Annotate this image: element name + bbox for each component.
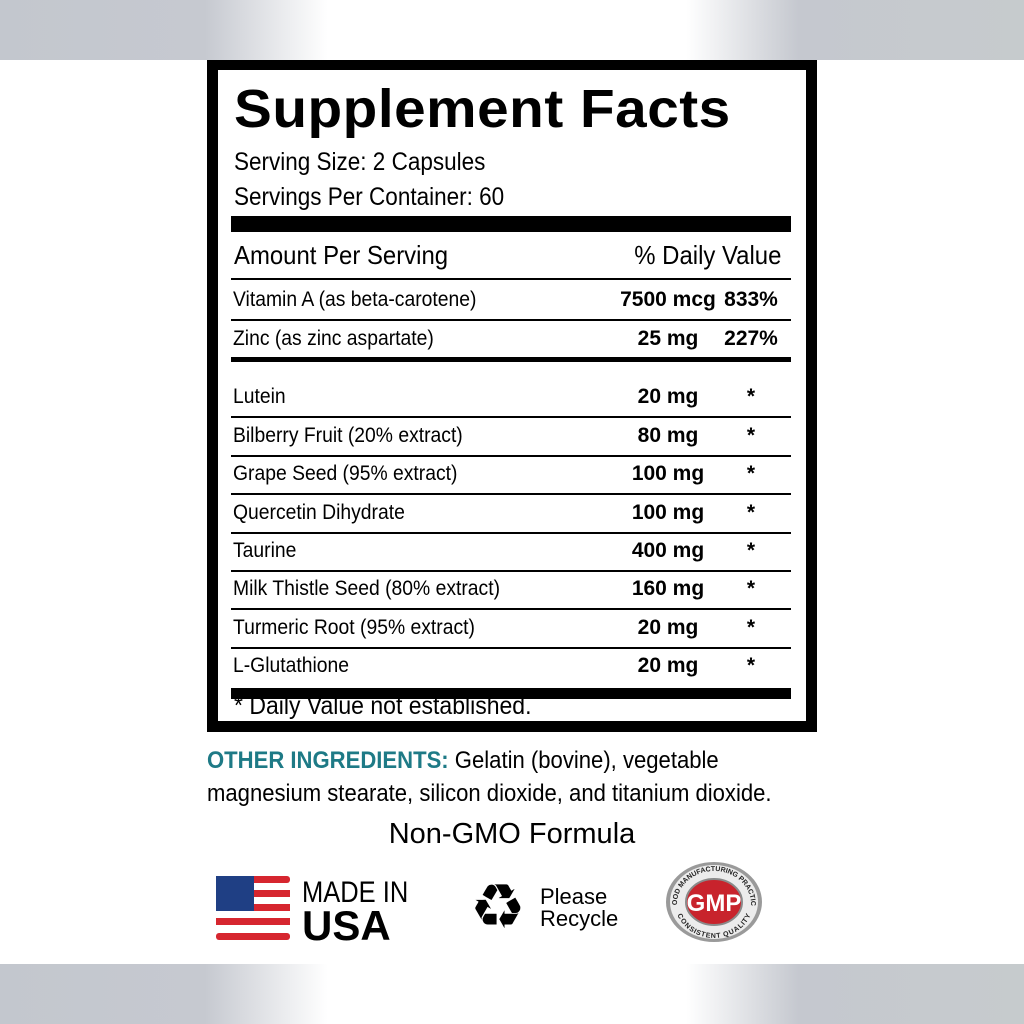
nutrient-name: Quercetin Dihydrate	[233, 501, 405, 524]
divider-thick	[231, 216, 791, 232]
nutrient-dv: *	[746, 577, 756, 600]
other-ingredients: OTHER INGREDIENTS: Gelatin (bovine), veg…	[207, 744, 777, 810]
made-in-text: MADE IN	[302, 876, 409, 909]
supplement-facts-panel: Supplement Facts Serving Size: 2 Capsule…	[207, 60, 817, 732]
nutrient-name: Lutein	[233, 385, 286, 408]
row-divider	[231, 455, 791, 457]
nutrient-row: Quercetin Dihydrate 100 mg *	[233, 494, 791, 532]
nutrient-dv: 833%	[724, 288, 778, 311]
footnote: * Daily Value not established.	[234, 692, 532, 720]
nutrient-name: L-Glutathione	[233, 654, 350, 677]
gmp-text: GMP	[687, 890, 742, 917]
nutrient-dv: *	[746, 462, 756, 485]
nutrient-dv: *	[746, 539, 756, 562]
recycle-icon: ♻	[470, 873, 526, 942]
nutrient-amount: 7500 mcg	[620, 288, 716, 311]
nutrient-row: Grape Seed (95% extract) 100 mg *	[233, 455, 791, 493]
us-flag-icon	[216, 876, 290, 940]
other-ingredients-text-2: magnesium stearate, silicon dioxide, and…	[207, 780, 772, 807]
row-divider	[231, 278, 791, 280]
serving-size: Serving Size: 2 Capsules	[234, 148, 486, 176]
other-ingredients-label: OTHER INGREDIENTS:	[207, 747, 449, 774]
nutrient-dv: *	[746, 501, 756, 524]
nutrient-amount: 20 mg	[637, 385, 699, 408]
row-divider	[231, 570, 791, 572]
row-divider	[231, 647, 791, 649]
usa-text: USA	[302, 902, 391, 949]
nutrient-name: Turmeric Root (95% extract)	[233, 616, 475, 639]
nutrient-name: Vitamin A (as beta-carotene)	[233, 288, 477, 311]
row-divider	[231, 532, 791, 534]
row-divider	[231, 319, 791, 321]
nutrient-name: Grape Seed (95% extract)	[233, 462, 458, 485]
nutrient-amount: 400 mg	[631, 539, 705, 562]
nutrient-amount: 80 mg	[637, 424, 699, 447]
other-ingredients-text-1: Gelatin (bovine), vegetable	[448, 747, 719, 774]
nutrient-row: Turmeric Root (95% extract) 20 mg *	[233, 609, 791, 647]
row-divider	[231, 608, 791, 610]
nutrient-name: Taurine	[233, 539, 297, 562]
servings-per-container: Servings Per Container: 60	[234, 183, 505, 211]
nutrient-row: Bilberry Fruit (20% extract) 80 mg *	[233, 417, 791, 455]
panel-title: Supplement Facts	[234, 79, 731, 139]
nutrient-row: Milk Thistle Seed (80% extract) 160 mg *	[233, 570, 791, 608]
nutrient-amount: 100 mg	[631, 462, 705, 485]
nutrient-row: Lutein 20 mg *	[233, 378, 791, 416]
nutrient-amount: 100 mg	[631, 501, 705, 524]
made-in-usa-badge: MADE IN USA	[216, 876, 408, 949]
row-divider	[231, 688, 791, 699]
top-bottle-band	[0, 0, 1024, 60]
nutrient-amount: 20 mg	[637, 654, 699, 677]
nutrient-amount: 160 mg	[631, 577, 705, 600]
nutrient-name: Bilberry Fruit (20% extract)	[233, 424, 463, 447]
nutrient-name: Zinc (as zinc aspartate)	[233, 327, 434, 350]
row-divider	[231, 357, 791, 362]
nutrient-row: Zinc (as zinc aspartate) 25 mg 227%	[233, 320, 791, 358]
nutrient-row: L-Glutathione 20 mg *	[233, 647, 791, 685]
non-gmo-text: Non-GMO Formula	[388, 818, 636, 850]
nutrient-dv: 227%	[724, 327, 778, 350]
row-divider	[231, 416, 791, 418]
nutrient-row: Vitamin A (as beta-carotene) 7500 mcg 833%	[233, 281, 791, 319]
nutrient-row: Taurine 400 mg *	[233, 532, 791, 570]
gmp-badge: GOOD MANUFACTURING PRACTICE CONSISTENT Q…	[661, 855, 764, 949]
bottom-bottle-band	[0, 964, 1024, 1024]
amount-header: Amount Per Serving	[234, 240, 449, 270]
column-header: Amount Per Serving % Daily Value	[234, 240, 781, 271]
nutrient-dv: *	[746, 654, 756, 677]
dv-header: % Daily Value	[634, 240, 782, 270]
recycle-badge: ♻ Please Recycle	[470, 873, 618, 942]
nutrient-dv: *	[746, 424, 756, 447]
nutrient-dv: *	[746, 385, 756, 408]
nutrient-dv: *	[746, 616, 756, 639]
row-divider	[231, 493, 791, 495]
nutrient-amount: 20 mg	[637, 616, 699, 639]
recycle-text: Please Recycle	[540, 884, 619, 931]
nutrient-amount: 25 mg	[637, 327, 699, 350]
nutrient-name: Milk Thistle Seed (80% extract)	[233, 577, 501, 600]
